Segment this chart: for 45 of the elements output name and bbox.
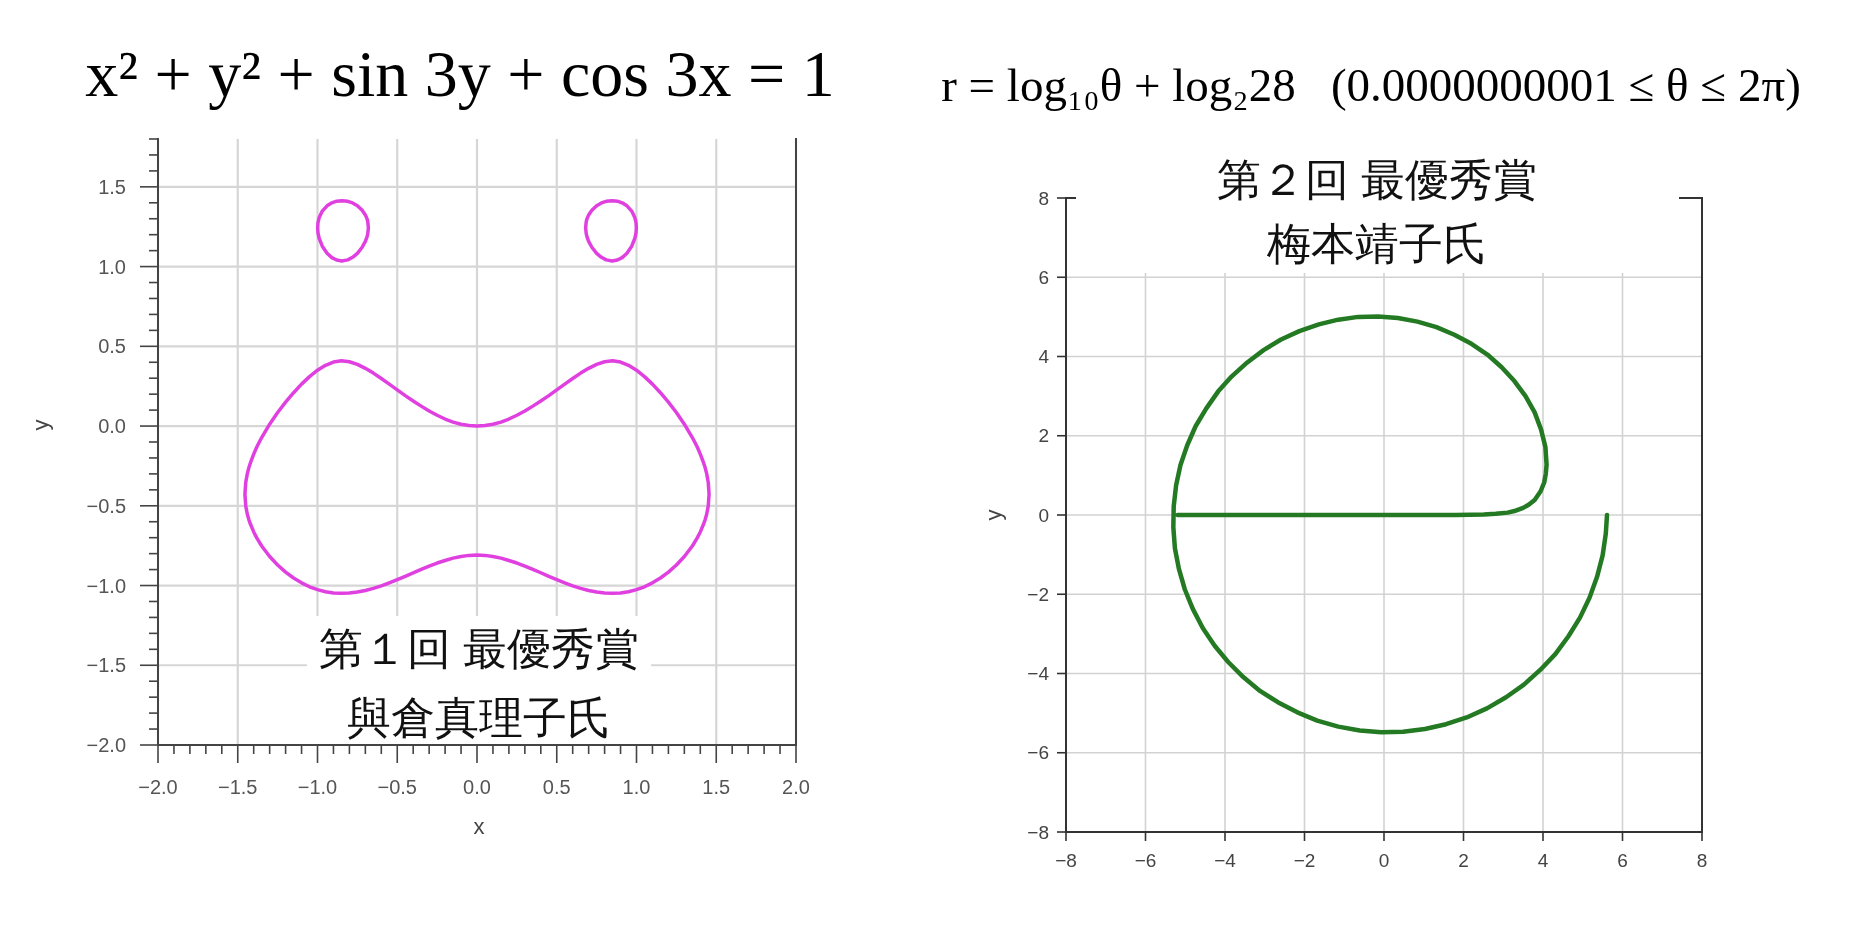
y-tick-label: 4 (1038, 346, 1050, 367)
y-tick-label: 1.5 (98, 175, 126, 198)
y-tick-label: −4 (1027, 663, 1050, 684)
y-tick-label: −8 (1027, 821, 1049, 843)
x-tick-label: −2.0 (138, 776, 178, 798)
x-tick-label: 2.0 (782, 776, 810, 798)
annotation: 第２回 最優秀賞 (1216, 154, 1538, 204)
x-tick-label: −6 (1134, 849, 1157, 871)
x-tick-label: −0.5 (377, 776, 417, 798)
x-tick-label: −2 (1293, 849, 1316, 871)
x-tick-label: 6 (1617, 849, 1628, 871)
y-tick-label: 0.0 (98, 415, 126, 438)
y-tick-label: −2.0 (86, 734, 126, 756)
x-tick-label: 0.0 (463, 776, 491, 798)
y-tick-label: 0.5 (98, 335, 126, 358)
annotation: 第１回 最優秀賞 (318, 623, 640, 673)
y-tick-label: 6 (1038, 266, 1049, 288)
y-tick-label: 2 (1038, 425, 1049, 447)
y-axis-title: y (980, 509, 1006, 521)
y-axis-title: y (27, 419, 53, 431)
y-tick-label: −0.5 (86, 494, 126, 517)
x-tick-label: 1.0 (622, 776, 651, 798)
x-tick-label: 4 (1537, 849, 1549, 871)
y-tick-label: −2 (1027, 583, 1049, 605)
chart-title: r = log₁₀θ + log₂28 (0.0000000001 ≤ θ ≤ 2π) (941, 59, 1801, 111)
x-tick-label: 8 (1696, 849, 1708, 871)
y-tick-label: 0 (1038, 504, 1049, 526)
x-tick-label: −1.0 (297, 776, 338, 798)
y-tick-label: −1.5 (86, 654, 126, 677)
line-series (1171, 314, 1610, 735)
x-tick-label: 2 (1458, 849, 1469, 871)
y-tick-label: 8 (1038, 187, 1049, 209)
x-tick-label: −4 (1214, 849, 1237, 871)
x-tick-label: 0 (1378, 849, 1390, 871)
y-tick-label: 1.0 (98, 255, 126, 278)
chart-title: x² + y² + sin 3y + cos 3x = 1 (85, 36, 835, 110)
y-tick-label: −1.0 (86, 574, 126, 597)
x-tick-label: 0.5 (542, 776, 571, 798)
x-tick-label: −8 (1055, 849, 1077, 871)
x-axis-title: x (473, 813, 485, 839)
annotation: 梅本靖子氏 (1266, 218, 1487, 268)
y-tick-label: −6 (1027, 742, 1049, 764)
x-tick-label: 1.5 (702, 776, 731, 798)
annotation: 與倉真理子氏 (347, 692, 611, 742)
x-tick-label: −1.5 (218, 776, 258, 798)
